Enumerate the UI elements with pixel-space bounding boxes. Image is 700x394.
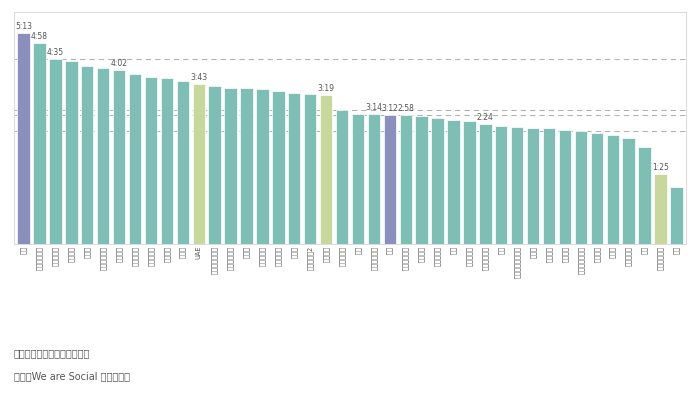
Bar [415, 116, 428, 244]
Text: 5:13: 5:13 [15, 22, 32, 32]
Bar [320, 95, 332, 244]
Text: 4:02: 4:02 [111, 59, 127, 69]
Bar [479, 125, 491, 244]
Bar [18, 33, 30, 244]
Bar [193, 84, 205, 244]
Bar [591, 133, 603, 244]
Bar [113, 71, 125, 244]
Bar [225, 88, 237, 244]
Bar [81, 66, 94, 244]
Bar [304, 94, 316, 244]
Bar [97, 68, 109, 244]
Text: 3:14: 3:14 [365, 102, 382, 112]
Bar [384, 115, 396, 244]
Bar [495, 126, 508, 244]
Bar [176, 80, 189, 244]
Text: 2:58: 2:58 [398, 104, 414, 113]
Text: 備考：携帯デバイスに限る。: 備考：携帯デバイスに限る。 [14, 349, 90, 359]
Bar [606, 135, 619, 244]
Bar [352, 113, 364, 244]
Bar [542, 128, 555, 244]
Text: 3:12: 3:12 [382, 104, 398, 113]
Bar [511, 127, 524, 244]
Bar [654, 173, 666, 244]
Bar [145, 76, 158, 244]
Text: 3:19: 3:19 [318, 84, 335, 93]
Text: 2:24: 2:24 [477, 113, 494, 122]
Bar [463, 121, 475, 244]
Text: 1:25: 1:25 [652, 162, 669, 171]
Bar [638, 147, 651, 244]
Bar [368, 113, 380, 244]
Bar [209, 86, 221, 244]
Text: 4:35: 4:35 [47, 48, 64, 57]
Bar [622, 138, 635, 244]
Bar [400, 115, 412, 244]
Bar [336, 110, 348, 244]
Bar [272, 91, 285, 244]
Bar [256, 89, 269, 244]
Bar [575, 131, 587, 244]
Text: 4:58: 4:58 [31, 32, 48, 41]
Bar [431, 117, 444, 244]
Text: 3:43: 3:43 [190, 73, 207, 82]
Bar [49, 59, 62, 244]
Bar [559, 130, 571, 244]
Bar [129, 74, 141, 244]
Bar [240, 88, 253, 244]
Bar [447, 120, 460, 244]
Bar [65, 61, 78, 244]
Bar [527, 128, 539, 244]
Text: 資料：We are Social から作成。: 資料：We are Social から作成。 [14, 371, 130, 381]
Bar [161, 78, 173, 244]
Bar [670, 187, 682, 244]
Bar [288, 93, 300, 244]
Bar [34, 43, 46, 244]
